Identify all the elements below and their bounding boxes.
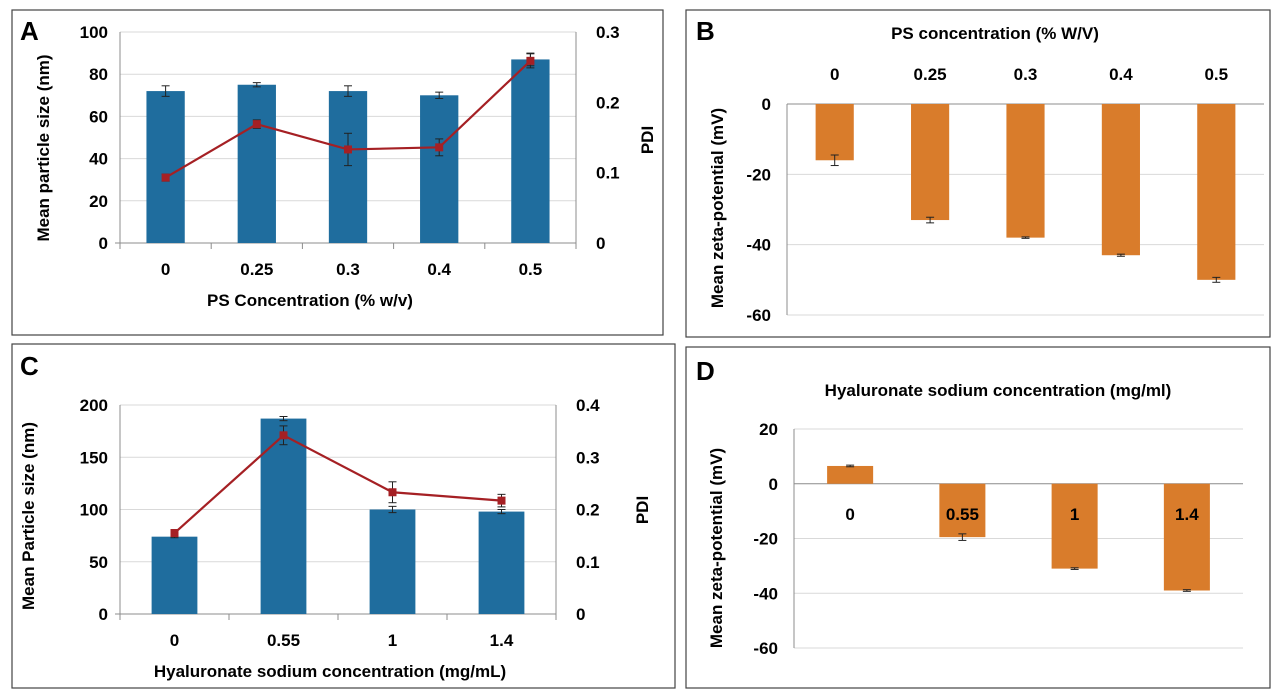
x-tick-label: 0.4 <box>1109 65 1133 84</box>
pdi-point-1 <box>388 488 397 497</box>
x-tick-label: 0.3 <box>336 260 360 279</box>
pdi-point-0 <box>161 173 170 182</box>
y-tick-label: 100 <box>80 501 108 520</box>
x-tick-label: 0.25 <box>914 65 947 84</box>
panel-c-y2-axis-label: PDI <box>633 496 652 524</box>
panel-a-frame <box>11 9 664 336</box>
panel-a-chart: 0 20 40 60 80 100 0 0.1 0.2 0.3 0 0.25 0.3 0.4 0.5 PS … <box>34 23 657 310</box>
y-tick-label: 50 <box>89 553 108 572</box>
pdi-point-0.3 <box>344 145 352 154</box>
y2-tick-label: 0.1 <box>596 164 620 183</box>
y-tick-label: 100 <box>80 23 108 42</box>
bar-0 <box>827 465 874 484</box>
y-tick-label: -40 <box>746 236 771 255</box>
y2-tick-label: 0.3 <box>576 448 600 467</box>
y-tick-label: 20 <box>759 420 778 439</box>
x-tick-label: 0.55 <box>946 505 979 524</box>
pdi-point-0.55 <box>279 431 288 440</box>
panel-a-y2-axis-label: PDI <box>638 126 657 154</box>
panel-c-frame <box>11 343 676 689</box>
y-tick-label: 20 <box>89 192 108 211</box>
bar-0.5 <box>1197 104 1236 280</box>
panel-d-letter: D <box>696 356 715 386</box>
bar-0.3 <box>328 91 368 243</box>
y2-tick-label: 0.2 <box>596 93 620 112</box>
panel-b-frame <box>685 9 1271 338</box>
y2-tick-label: 0 <box>576 605 585 624</box>
y-tick-label: -60 <box>753 639 778 658</box>
panel-a-y-axis-label: Mean particle size (nm) <box>34 54 53 241</box>
panel-c-y-axis-label: Mean Particle size (nm) <box>19 422 38 610</box>
panel-d-frame <box>685 346 1271 689</box>
y-tick-label: -60 <box>746 306 771 325</box>
x-tick-label: 0 <box>170 631 179 650</box>
bar-0.55 <box>939 483 986 538</box>
bar-0.25 <box>237 84 276 243</box>
y-tick-label: -40 <box>753 584 778 603</box>
x-tick-label: 0.3 <box>1014 65 1038 84</box>
bar-1 <box>1051 483 1098 569</box>
x-tick-label: 1 <box>1070 505 1079 524</box>
y-tick-label: -20 <box>746 165 771 184</box>
panel-b-y-axis-label: Mean zeta-potential (mV) <box>708 108 727 308</box>
panel-b-chart: 0 -20 -40 -60 0 0.25 0.3 0.4 0.5 PS concentratio… <box>708 24 1264 325</box>
bar-1.4 <box>478 511 525 614</box>
y2-tick-label: 0 <box>596 234 605 253</box>
pdi-point-0.5 <box>526 56 535 65</box>
x-tick-label: 0.4 <box>427 260 451 279</box>
y2-tick-label: 0.2 <box>576 501 600 520</box>
panel-a-letter: A <box>20 16 39 46</box>
x-tick-label: 0.55 <box>267 631 300 650</box>
x-tick-label: 1.4 <box>490 631 514 650</box>
y-tick-label: 0 <box>99 605 108 624</box>
y2-tick-label: 0.4 <box>576 396 600 415</box>
panel-d-y-axis-label: Mean zeta-potential (mV) <box>707 448 726 648</box>
bar-0.4 <box>1101 104 1140 256</box>
bar-1.4 <box>1163 483 1210 591</box>
y-tick-label: 40 <box>89 150 108 169</box>
bar-0 <box>151 536 198 614</box>
x-tick-label: 0.5 <box>519 260 543 279</box>
x-tick-label: 0 <box>161 260 170 279</box>
bar-0 <box>146 91 185 243</box>
panel-b-letter: B <box>696 16 715 46</box>
y-tick-label: 200 <box>80 396 108 415</box>
pdi-point-0 <box>170 529 179 538</box>
x-tick-label: 0 <box>830 65 839 84</box>
bar-0.5 <box>511 59 550 244</box>
y-tick-label: 0 <box>769 475 778 494</box>
x-tick-label: 0 <box>845 505 854 524</box>
y-tick-label: 150 <box>80 448 108 467</box>
pdi-series-line <box>173 433 502 534</box>
pdi-point-0.25 <box>252 120 261 129</box>
x-tick-label: 0.5 <box>1204 65 1228 84</box>
y2-tick-label: 0.1 <box>576 553 600 572</box>
panel-c-chart: 0 50 100 150 200 0 0.1 0.2 0.3 0.4 0 0.55 1 1.4 Hyalu… <box>19 396 652 681</box>
x-tick-label: 1 <box>388 631 397 650</box>
pdi-point-1.4 <box>497 496 506 505</box>
x-tick-label: 0.25 <box>240 260 273 279</box>
y-tick-label: 0 <box>762 95 771 114</box>
panel-b-title: PS concentration (% W/V) <box>891 24 1099 43</box>
y-tick-label: 0 <box>99 234 108 253</box>
bar-0.55 <box>260 418 307 614</box>
pdi-point-0.4 <box>435 143 444 152</box>
y-tick-label: 60 <box>89 107 108 126</box>
y2-tick-label: 0.3 <box>596 23 620 42</box>
bar-0.25 <box>911 104 950 221</box>
x-tick-label: 1.4 <box>1175 505 1199 524</box>
panel-a-x-axis-label: PS Concentration (% w/v) <box>207 291 413 310</box>
panel-d-title: Hyaluronate sodium concentration (mg/ml) <box>825 381 1172 400</box>
y-tick-label: 80 <box>89 65 108 84</box>
panel-d-chart: 20 0 -20 -40 -60 0 0.55 1 1.4 Hyaluronate sodium… <box>707 381 1243 658</box>
bar-0.4 <box>420 95 459 243</box>
y-tick-label: -20 <box>753 530 778 549</box>
bar-0.3 <box>1006 104 1045 238</box>
bar-0 <box>815 104 854 161</box>
bar-1 <box>369 509 416 614</box>
panel-c-letter: C <box>20 351 39 381</box>
panel-c-x-axis-label: Hyaluronate sodium concentration (mg/mL) <box>154 662 506 681</box>
